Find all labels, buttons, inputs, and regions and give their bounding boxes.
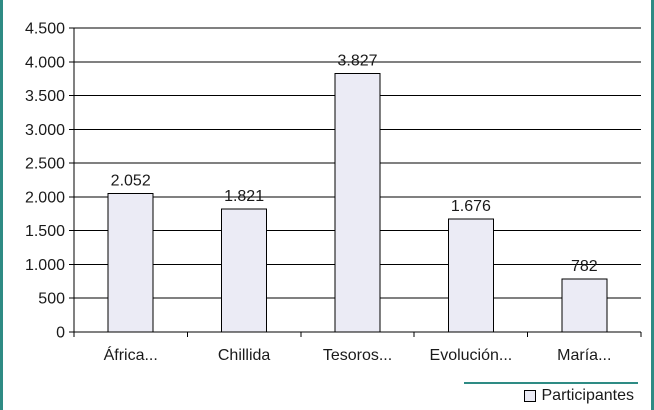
- y-tick-label: 2.000: [25, 189, 65, 206]
- bar: [447, 218, 494, 333]
- legend-label: Participantes: [541, 387, 635, 404]
- data-label: 2.052: [111, 172, 151, 189]
- y-tick-label: 4.000: [25, 54, 65, 71]
- x-tick-label: Evolución...: [430, 347, 513, 364]
- y-tick-label: 2.500: [25, 156, 65, 173]
- y-tick-label: 3.000: [25, 122, 65, 139]
- bar: [561, 278, 608, 333]
- y-tick-label: 500: [38, 291, 65, 308]
- x-tick-label: África...: [104, 345, 158, 364]
- y-tick-label: 0: [56, 325, 65, 342]
- bar: [334, 72, 381, 333]
- x-tick-label: Chillida: [218, 347, 271, 364]
- bar: [107, 192, 154, 333]
- y-tick-label: 3.500: [25, 88, 65, 105]
- data-label: 1.821: [224, 188, 264, 205]
- y-tick-label: 1.000: [25, 257, 65, 274]
- y-tick-label: 1.500: [25, 223, 65, 240]
- y-tick-label: 4.500: [25, 21, 65, 38]
- bar: [221, 208, 268, 333]
- legend: Participantes: [464, 382, 638, 408]
- data-label: 782: [571, 258, 598, 275]
- x-tick-label: Tesoros...: [323, 347, 392, 364]
- data-label: 3.827: [337, 52, 377, 69]
- data-label: 1.676: [451, 198, 491, 215]
- x-tick-label: María...: [557, 347, 611, 364]
- legend-swatch: [523, 390, 536, 402]
